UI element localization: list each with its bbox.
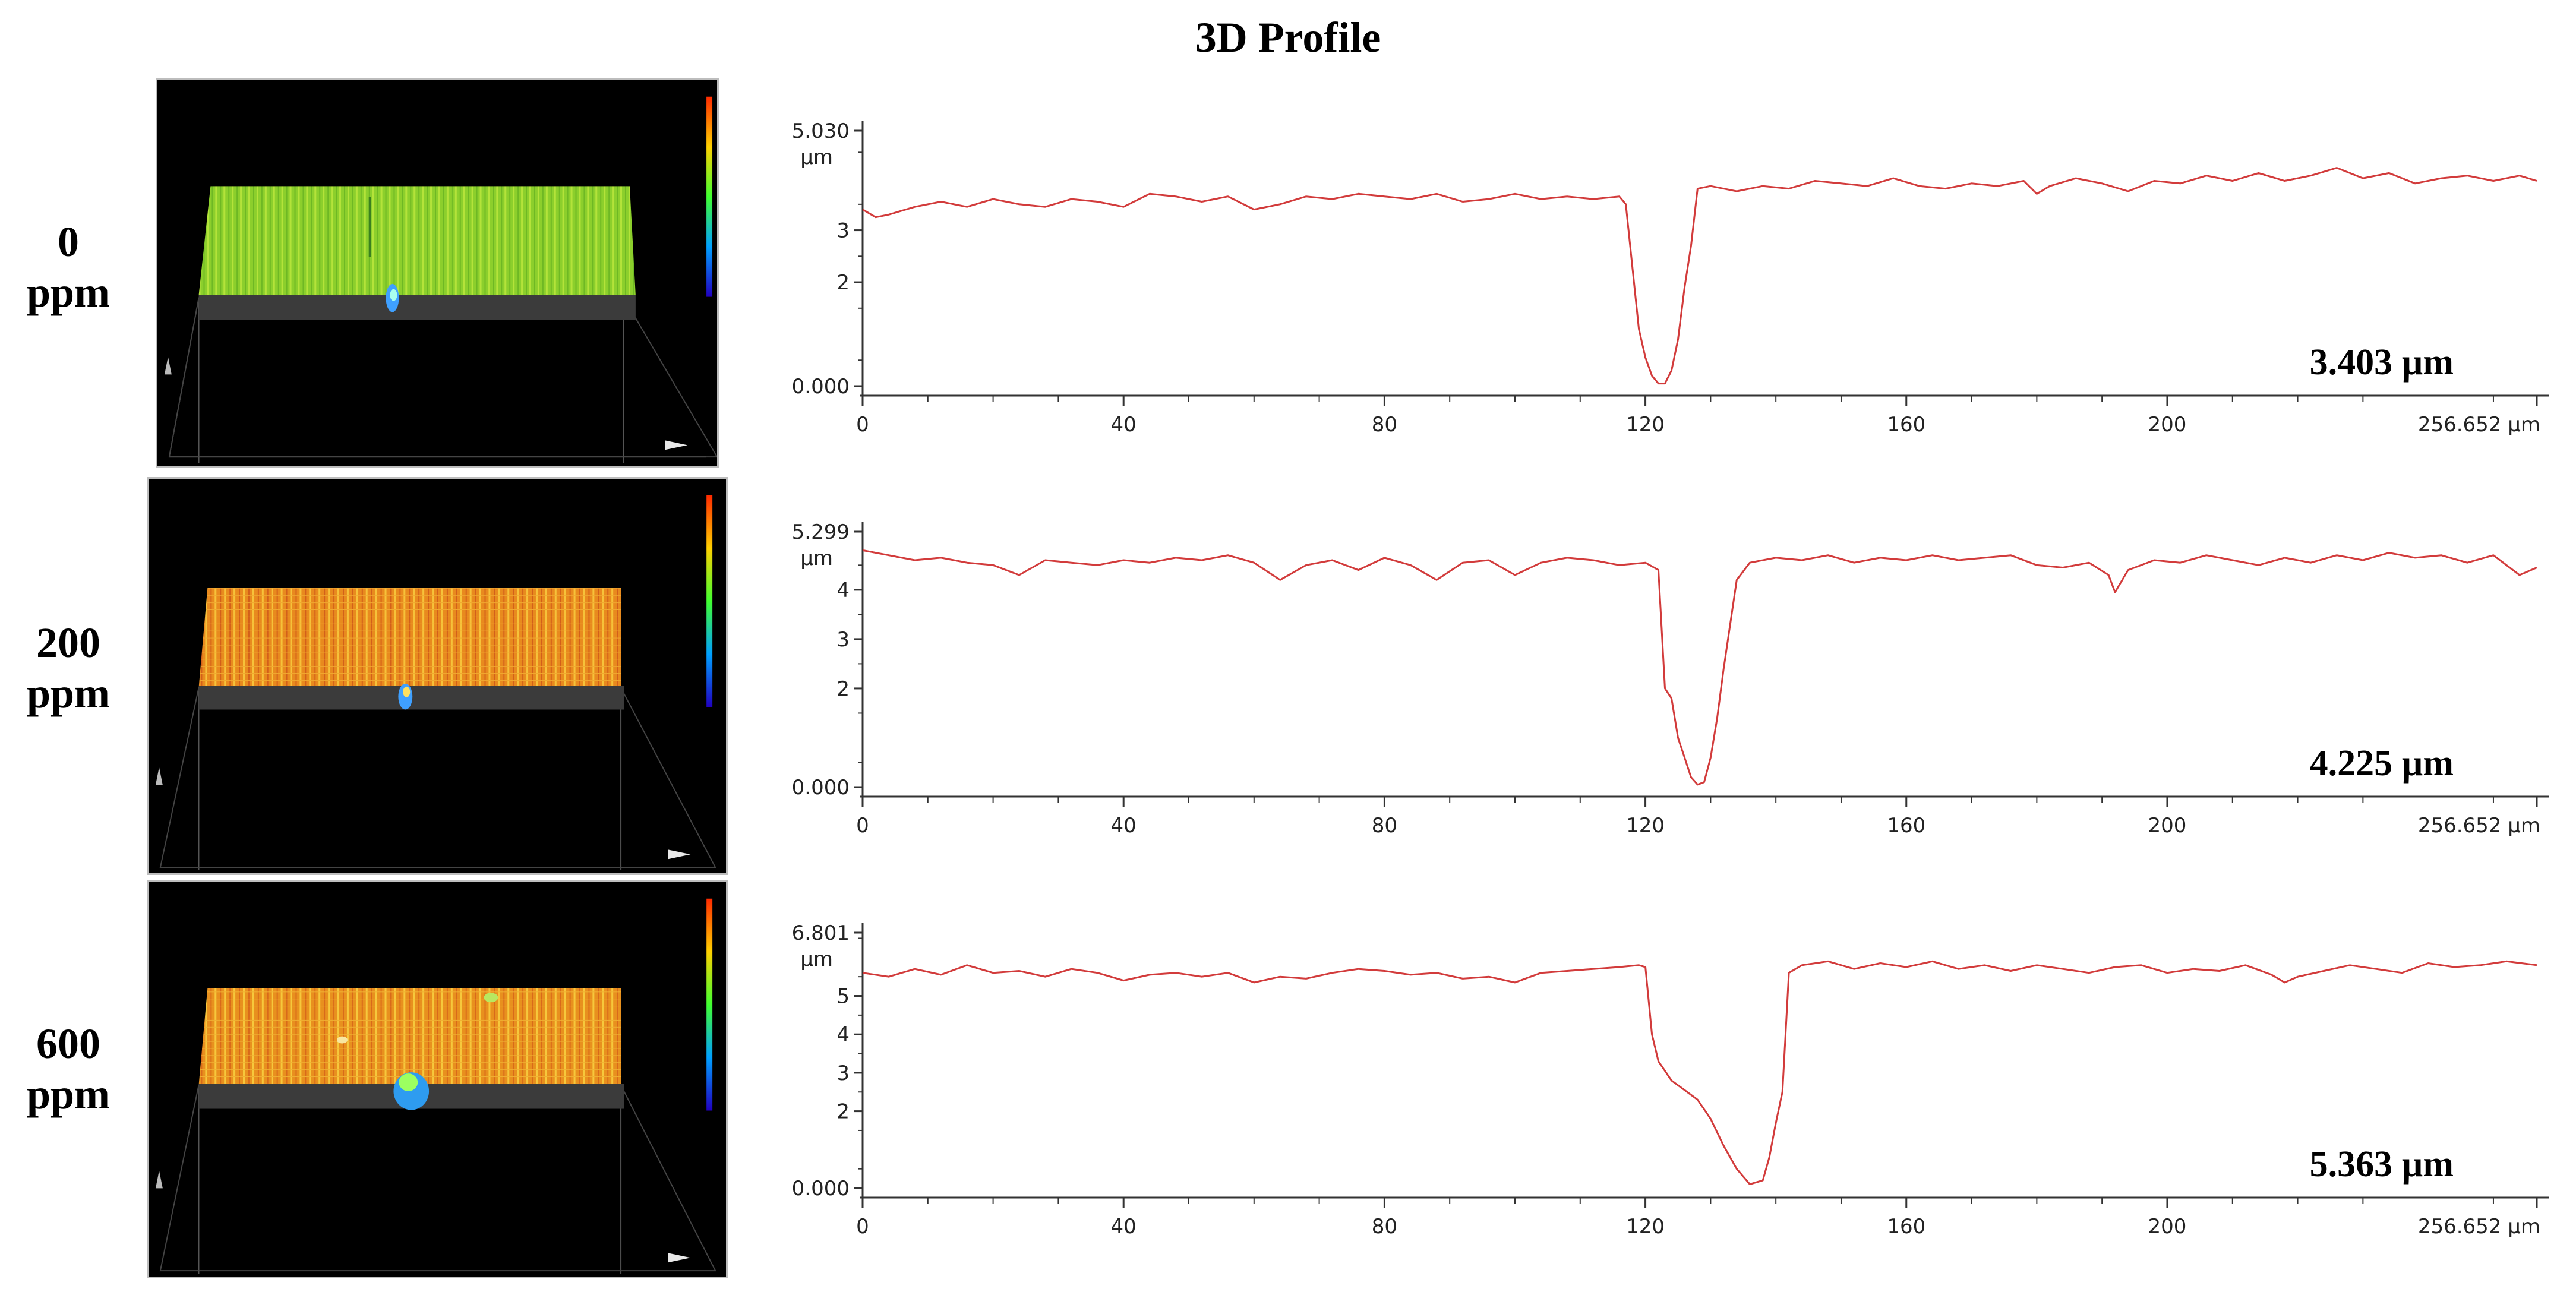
row-label-unit: ppm xyxy=(26,669,111,717)
y-unit-label: µm xyxy=(800,146,833,169)
y-tick-label: 0.000 xyxy=(792,375,850,399)
x-tick-label: 80 xyxy=(1372,814,1397,838)
profile-chart-200ppm: 5.299 µm 0.000 2 3 4 0 40 80 120 160 200 256.652 µm 4… xyxy=(760,514,2576,858)
x-tick-label: 200 xyxy=(2148,814,2187,838)
y-tick-label: 2 xyxy=(836,677,850,701)
pit-depth-label: 4.225 µm xyxy=(2310,743,2454,784)
row-label-unit: ppm xyxy=(26,268,111,316)
row-label-concentration: 0 xyxy=(58,218,79,266)
profile-line xyxy=(862,167,2537,385)
x-tick-label: 160 xyxy=(1887,413,1925,437)
profile-line xyxy=(862,960,2537,1185)
y-tick-label: 2 xyxy=(836,271,850,295)
y-max-label: 5.030 xyxy=(792,119,850,143)
row-label-200ppm: 200 ppm xyxy=(0,618,137,719)
y-tick-label: 4 xyxy=(836,1023,850,1047)
x-tick-label: 0 xyxy=(856,814,869,838)
y-max-label: 6.801 xyxy=(792,921,850,945)
x-tick-label: 200 xyxy=(2148,1215,2187,1239)
x-tick-label: 80 xyxy=(1372,1215,1397,1239)
x-tick-label: 40 xyxy=(1111,1215,1137,1239)
profile-chart-svg: 5.030 µm 0.000 2 3 0 40 80 120 160 200 256.652 µm 3.… xyxy=(792,119,2549,437)
figure-title: 3D Profile xyxy=(1195,14,1381,61)
y-unit-label: µm xyxy=(800,547,833,570)
x-tick-label: 40 xyxy=(1111,814,1137,838)
y-tick-label: 3 xyxy=(836,1062,850,1085)
row-label-concentration: 200 xyxy=(36,619,100,667)
pit-depth-label: 3.403 µm xyxy=(2310,342,2454,383)
x-tick-label: 0 xyxy=(856,1215,869,1239)
pit-depth-label: 5.363 µm xyxy=(2310,1144,2454,1185)
y-tick-label: 0.000 xyxy=(792,776,850,800)
row-label-unit: ppm xyxy=(26,1070,111,1118)
x-tick-label: 200 xyxy=(2148,413,2187,437)
surface-3d-image-600ppm xyxy=(147,880,728,1278)
x-tick-label: 256.652 µm xyxy=(2418,1215,2540,1239)
x-tick-label: 0 xyxy=(856,413,869,437)
surface-3d-image-200ppm xyxy=(147,477,728,875)
x-tick-label: 256.652 µm xyxy=(2418,814,2540,838)
profile-chart-0ppm: 5.030 µm 0.000 2 3 0 40 80 120 160 200 256.652 µm 3.… xyxy=(760,113,2576,457)
row-label-concentration: 600 xyxy=(36,1020,100,1067)
y-tick-label: 3 xyxy=(836,628,850,652)
x-tick-label: 120 xyxy=(1626,1215,1665,1239)
y-tick-label: 5 xyxy=(836,985,850,1009)
y-tick-label: 2 xyxy=(836,1100,850,1124)
x-tick-label: 160 xyxy=(1887,1215,1925,1239)
x-tick-label: 80 xyxy=(1372,413,1397,437)
y-tick-label: 4 xyxy=(836,579,850,602)
row-label-600ppm: 600 ppm xyxy=(0,1019,137,1120)
x-tick-label: 120 xyxy=(1626,413,1665,437)
profile-chart-600ppm: 6.801 µm 0.000 2 3 4 5 0 40 80 120 160 200 256.652 µm… xyxy=(760,915,2576,1259)
y-max-label: 5.299 xyxy=(792,520,850,544)
row-label-0ppm: 0 ppm xyxy=(0,217,137,318)
profile-line xyxy=(862,549,2537,786)
x-tick-label: 120 xyxy=(1626,814,1665,838)
x-tick-label: 160 xyxy=(1887,814,1925,838)
y-tick-label: 3 xyxy=(836,219,850,243)
x-tick-label: 40 xyxy=(1111,413,1137,437)
surface-3d-image-0ppm xyxy=(156,78,719,468)
y-tick-label: 0.000 xyxy=(792,1177,850,1201)
y-unit-label: µm xyxy=(800,947,833,971)
x-tick-label: 256.652 µm xyxy=(2418,413,2540,437)
